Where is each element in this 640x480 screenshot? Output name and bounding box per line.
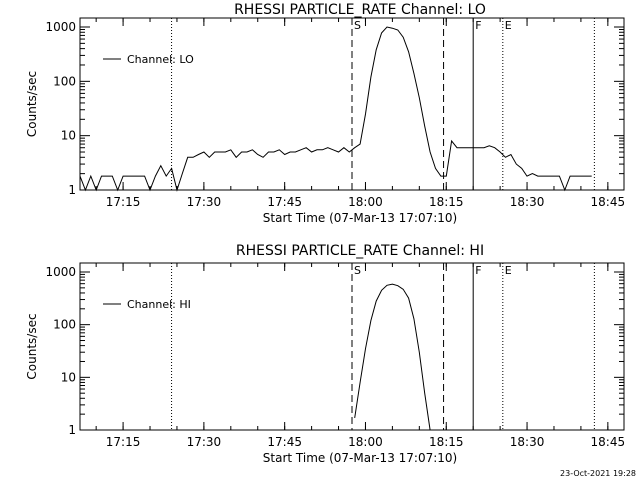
event-marker-label: E bbox=[505, 264, 512, 277]
series-line bbox=[79, 26, 592, 192]
event-marker-label: S bbox=[354, 19, 361, 32]
x-tick-label: 18:30 bbox=[510, 435, 545, 449]
x-tick-label: 18:30 bbox=[510, 195, 545, 209]
chart-title: RHESSI PARTICLE_RATE Channel: LO bbox=[234, 2, 486, 18]
y-tick-label: 1 bbox=[68, 423, 76, 437]
legend-label: Channel: LO bbox=[127, 53, 194, 66]
x-tick-label: 18:00 bbox=[348, 195, 383, 209]
y-tick-label: 100 bbox=[53, 74, 76, 88]
panel-lo: RHESSI PARTICLE_RATE Channel: LO Counts/s… bbox=[25, 2, 625, 225]
chart-title: RHESSI PARTICLE_RATE Channel: HI bbox=[236, 243, 484, 259]
panel-hi: RHESSI PARTICLE_RATE Channel: HI Counts/s… bbox=[25, 243, 625, 465]
x-tick-label: 18:15 bbox=[429, 435, 464, 449]
x-tick-label: 18:15 bbox=[429, 195, 464, 209]
x-axis-label: Start Time (07-Mar-13 17:07:10) bbox=[263, 451, 457, 465]
legend-label: Channel: HI bbox=[127, 298, 191, 311]
x-tick-label: 18:45 bbox=[591, 195, 626, 209]
x-tick-label: 17:15 bbox=[106, 435, 141, 449]
series-line bbox=[354, 283, 431, 431]
event-marker-label: F bbox=[475, 19, 481, 32]
x-tick-label: 17:45 bbox=[267, 435, 302, 449]
y-tick-label: 10 bbox=[61, 129, 76, 143]
y-tick-label: 1 bbox=[68, 183, 76, 197]
x-tick-label: 17:45 bbox=[267, 195, 302, 209]
event-marker-label: E bbox=[505, 19, 512, 32]
x-tick-label: 18:45 bbox=[591, 435, 626, 449]
y-axis-label: Counts/sec bbox=[25, 71, 39, 137]
x-tick-label: 17:30 bbox=[187, 435, 222, 449]
y-axis-label: Counts/sec bbox=[25, 313, 39, 379]
y-tick-label: 1000 bbox=[45, 20, 76, 34]
event-marker-label: S bbox=[354, 264, 361, 277]
y-tick-label: 100 bbox=[53, 318, 76, 332]
event-marker-label: F bbox=[475, 264, 481, 277]
x-tick-label: 17:30 bbox=[187, 195, 222, 209]
x-tick-label: 17:15 bbox=[106, 195, 141, 209]
x-axis-label: Start Time (07-Mar-13 17:07:10) bbox=[263, 211, 457, 225]
y-tick-label: 10 bbox=[61, 370, 76, 384]
y-tick-label: 1000 bbox=[45, 265, 76, 279]
x-tick-label: 18:00 bbox=[348, 435, 383, 449]
footer-timestamp: 23-Oct-2021 19:28 bbox=[560, 469, 636, 478]
